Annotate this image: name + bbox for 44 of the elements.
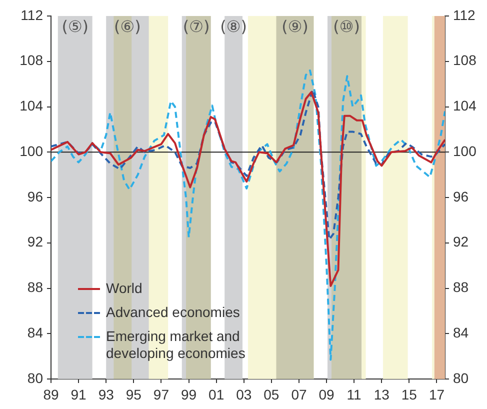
band-label: (⑥) — [114, 17, 141, 36]
legend-label: Emerging market and developing economies — [106, 328, 246, 362]
band-label: (⑤) — [62, 17, 89, 36]
y-tick-label: 104 — [20, 98, 44, 114]
y2-tick-label: 96 — [453, 188, 469, 204]
band-label: (⑨) — [282, 17, 308, 36]
x-tick-label: 13 — [374, 386, 390, 402]
y2-tick-label: 112 — [453, 6, 476, 23]
y2-tick-label: 84 — [453, 324, 469, 340]
x-tick-label: 17 — [428, 386, 445, 402]
band-label: (⑦) — [182, 17, 210, 36]
y-tick-label: 112 — [20, 6, 44, 23]
x-tick-label: 07 — [291, 386, 307, 402]
line-series — [51, 69, 445, 361]
y-tick-label: 108 — [20, 52, 44, 68]
y2-tick-label: 80 — [453, 370, 469, 386]
y-tick-label: 96 — [27, 188, 44, 204]
y2-tick-label: 100 — [453, 142, 477, 159]
x-tick-label: 15 — [401, 386, 418, 402]
y-tick-label: 100 — [20, 142, 44, 159]
x-tick-label: 03 — [236, 386, 252, 402]
x-tick-label: 93 — [98, 386, 114, 402]
y-tick-label: 80 — [27, 370, 44, 386]
band-label: (⑧) — [220, 17, 247, 36]
line-series — [51, 88, 445, 240]
x-tick-label: 05 — [264, 386, 280, 402]
band-label: (⑩) — [333, 17, 360, 36]
y2-tick-label: 104 — [453, 98, 477, 114]
y-tick-label: 88 — [27, 279, 44, 296]
x-tick-label: 11 — [346, 386, 362, 402]
x-tick-label: 09 — [318, 386, 335, 402]
x-tick-label: 97 — [153, 386, 170, 402]
y2-tick-label: 88 — [453, 279, 469, 296]
x-tick-label: 95 — [126, 386, 142, 402]
y2-tick-label: 108 — [453, 52, 477, 68]
x-tick-label: 01 — [208, 386, 224, 402]
legend-label: World — [106, 280, 144, 297]
y-tick-label: 84 — [27, 324, 44, 340]
legend-label: Advanced economies — [106, 304, 241, 321]
y-tick-label: 92 — [27, 234, 44, 250]
y2-tick-label: 92 — [453, 234, 469, 250]
x-tick-label: 89 — [43, 386, 59, 402]
x-tick-label: 99 — [180, 386, 197, 402]
x-tick-label: 91 — [70, 386, 87, 402]
